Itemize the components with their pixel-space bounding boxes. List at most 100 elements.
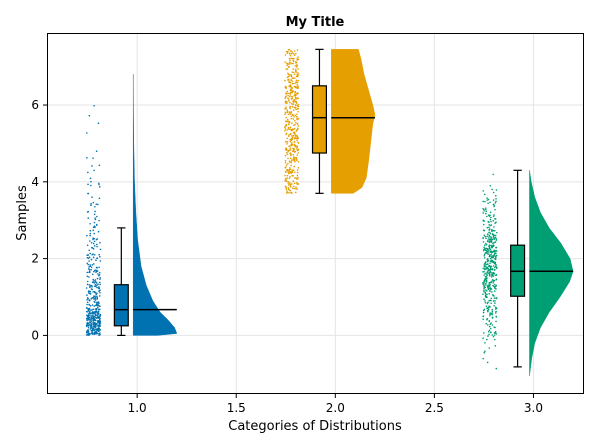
rain-point xyxy=(288,134,290,136)
rain-point xyxy=(489,257,492,260)
rain-point xyxy=(95,223,98,226)
rain-point xyxy=(287,97,289,100)
rain-point xyxy=(288,160,291,162)
rain-point xyxy=(488,246,491,248)
rain-point xyxy=(285,192,288,194)
rain-point xyxy=(288,169,291,171)
rain-point xyxy=(297,152,299,154)
rain-point xyxy=(97,122,100,125)
rain-point xyxy=(486,250,489,253)
rain-point xyxy=(297,148,300,151)
rain-point xyxy=(296,64,298,66)
rain-point xyxy=(485,277,488,280)
rain-point xyxy=(98,333,100,335)
rain-point xyxy=(486,361,489,364)
rain-point xyxy=(286,129,288,131)
box-iqr xyxy=(311,85,327,154)
rain-point xyxy=(491,255,494,257)
rain-point xyxy=(88,333,91,335)
rain-point xyxy=(482,229,485,232)
rain-point xyxy=(297,178,299,180)
rain-point xyxy=(486,235,488,238)
rain-point xyxy=(291,171,294,174)
rain-point xyxy=(484,267,486,270)
rain-point xyxy=(296,149,299,151)
rain-point xyxy=(485,275,488,278)
rain-point xyxy=(94,322,97,325)
rain-point xyxy=(493,205,495,208)
rain-point xyxy=(289,147,292,149)
rain-point xyxy=(99,248,102,251)
rain-point xyxy=(93,290,96,293)
rain-point xyxy=(293,54,296,57)
rain-point xyxy=(495,288,497,290)
rain-point xyxy=(92,248,95,250)
rain-point xyxy=(290,142,293,144)
rain-point xyxy=(488,325,491,328)
rain-point xyxy=(88,299,91,302)
rain-point xyxy=(288,63,291,65)
rain-point xyxy=(92,229,95,232)
rain-point xyxy=(96,245,98,248)
rain-point xyxy=(289,85,292,87)
rain-point xyxy=(294,123,296,126)
rain-point xyxy=(96,267,98,269)
rain-point xyxy=(87,171,89,174)
rain-point xyxy=(485,237,487,240)
rain-point xyxy=(494,218,497,220)
rain-point xyxy=(482,200,484,203)
rain-point xyxy=(92,238,94,241)
rain-point xyxy=(294,107,297,109)
rain-point xyxy=(289,145,291,147)
rain-point xyxy=(94,296,97,299)
rain-point xyxy=(289,176,291,178)
rain-point xyxy=(489,314,491,317)
rain-point xyxy=(297,68,299,70)
rain-point xyxy=(96,306,99,309)
rain-point xyxy=(491,308,493,311)
rain-point xyxy=(287,75,290,78)
rain-point xyxy=(490,255,492,258)
rain-point xyxy=(96,312,99,315)
rain-point xyxy=(296,171,299,174)
rain-point xyxy=(482,219,485,222)
rain-point xyxy=(98,305,101,307)
rain-point xyxy=(493,229,496,232)
rain-point xyxy=(92,296,94,299)
x-tick-label: 2.0 xyxy=(326,401,345,415)
rain-point xyxy=(286,52,289,54)
rain-point xyxy=(284,154,287,157)
rain-point xyxy=(484,292,487,295)
rain-point xyxy=(289,107,292,110)
rain-point xyxy=(99,241,101,244)
rain-point xyxy=(86,322,89,324)
rain-point xyxy=(93,270,95,273)
rain-point xyxy=(289,54,292,57)
rain-point xyxy=(88,334,90,337)
rain-point xyxy=(495,265,497,268)
rain-point xyxy=(494,194,497,197)
rain-point xyxy=(94,205,96,208)
rain-point xyxy=(94,299,97,301)
rain-point xyxy=(284,166,287,169)
rain-point xyxy=(495,320,497,323)
rain-point xyxy=(493,297,496,299)
rain-point xyxy=(294,82,296,85)
rain-point xyxy=(296,73,298,76)
rain-point xyxy=(494,266,496,269)
rain-point xyxy=(489,260,492,262)
rain-point xyxy=(486,240,489,243)
rain-point xyxy=(490,276,493,278)
rain-point xyxy=(86,334,88,336)
rain-point xyxy=(291,71,294,73)
rain-point xyxy=(90,204,92,207)
rain-point xyxy=(94,328,96,331)
rain-point xyxy=(486,307,489,309)
rain-point xyxy=(488,226,490,229)
rain-point xyxy=(495,316,498,318)
rain-point xyxy=(291,51,294,53)
rain-point xyxy=(94,226,96,228)
rain-point xyxy=(87,326,90,329)
rain-point xyxy=(492,199,495,201)
rain-point xyxy=(286,68,289,70)
